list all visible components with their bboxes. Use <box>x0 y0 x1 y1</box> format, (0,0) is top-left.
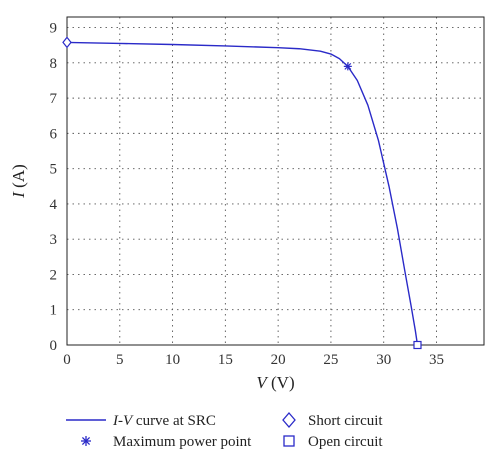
legend-label-sc: Short circuit <box>308 413 383 429</box>
y-tick-label: 0 <box>50 338 58 354</box>
x-tick-label: 0 <box>63 352 71 368</box>
max-power-point-marker <box>343 62 352 71</box>
y-axis-label-var: I <box>9 191 28 199</box>
short-circuit-marker <box>62 36 72 49</box>
grid <box>67 17 484 345</box>
y-axis-label-unit: (A) <box>9 164 28 192</box>
legend-label-curve: I-V curve at SRC <box>112 413 216 429</box>
tick-labels: 0 5 10 15 20 25 30 35 0 1 2 3 4 5 6 7 8 9 <box>50 21 444 368</box>
y-tick-label: 1 <box>50 303 58 319</box>
legend-curve-var: I-V <box>112 413 134 429</box>
y-axis-label: I (A) <box>9 164 28 199</box>
x-tick-label: 30 <box>376 352 391 368</box>
x-axis-label-unit: (V) <box>267 373 295 392</box>
y-tick-label: 3 <box>50 232 58 248</box>
y-tick-label: 4 <box>50 197 58 213</box>
y-tick-label: 2 <box>50 267 58 283</box>
x-tick-label: 10 <box>165 352 180 368</box>
x-tick-label: 20 <box>271 352 286 368</box>
x-axis-label: V (V) <box>256 373 294 392</box>
legend-diamond-icon <box>282 412 296 428</box>
open-circuit-marker <box>413 340 422 350</box>
legend-asterisk-icon <box>81 436 91 446</box>
legend-label-oc: Open circuit <box>308 434 383 450</box>
x-tick-label: 15 <box>218 352 233 368</box>
y-tick-label: 9 <box>50 21 58 37</box>
y-tick-label: 5 <box>50 162 58 178</box>
legend: I-V curve at SRC Maximum power point Sho… <box>66 412 383 450</box>
y-tick-label: 7 <box>50 91 58 107</box>
y-tick-label: 6 <box>50 126 58 142</box>
x-tick-label: 35 <box>429 352 444 368</box>
x-tick-label: 25 <box>323 352 338 368</box>
legend-curve-rest: curve at SRC <box>132 413 216 429</box>
legend-label-mpp: Maximum power point <box>113 434 252 450</box>
x-axis-label-var: V <box>256 373 269 392</box>
y-tick-label: 8 <box>50 56 58 72</box>
plot-frame <box>66 16 485 346</box>
legend-square-icon <box>283 435 295 447</box>
marker-layer <box>62 36 422 350</box>
x-tick-label: 5 <box>116 352 124 368</box>
